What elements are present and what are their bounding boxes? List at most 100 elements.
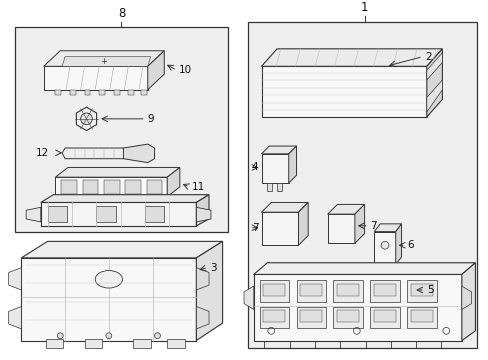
Bar — [55, 90, 61, 95]
Polygon shape — [412, 273, 420, 303]
Bar — [61, 180, 77, 194]
Bar — [84, 339, 102, 348]
Bar — [141, 90, 146, 95]
Polygon shape — [426, 49, 442, 117]
Circle shape — [380, 241, 388, 249]
Circle shape — [106, 333, 112, 339]
Bar — [300, 310, 321, 322]
Bar — [393, 273, 397, 280]
Polygon shape — [253, 263, 474, 274]
Bar — [267, 183, 272, 191]
Bar — [133, 339, 150, 348]
Bar — [167, 339, 184, 348]
Text: 1: 1 — [360, 1, 367, 14]
Text: 4: 4 — [251, 162, 258, 172]
Polygon shape — [261, 66, 426, 117]
Polygon shape — [55, 177, 167, 197]
Bar — [259, 280, 288, 302]
Bar — [263, 310, 285, 322]
Bar — [373, 310, 395, 322]
Bar — [84, 90, 90, 95]
Polygon shape — [62, 148, 127, 159]
Bar — [407, 280, 436, 302]
Polygon shape — [196, 241, 222, 341]
Bar — [370, 306, 399, 328]
Bar — [82, 180, 98, 194]
Polygon shape — [62, 57, 150, 66]
Polygon shape — [43, 66, 147, 90]
Polygon shape — [387, 273, 420, 280]
Polygon shape — [426, 80, 442, 112]
Bar — [45, 339, 63, 348]
Polygon shape — [167, 167, 180, 197]
Polygon shape — [373, 224, 401, 231]
Bar — [247, 22, 476, 348]
Bar — [277, 183, 282, 191]
Polygon shape — [55, 167, 180, 177]
Polygon shape — [261, 202, 307, 212]
Bar — [125, 180, 141, 194]
Bar — [128, 90, 134, 95]
Polygon shape — [26, 207, 41, 222]
Bar — [104, 180, 119, 194]
Polygon shape — [461, 263, 474, 341]
Ellipse shape — [95, 270, 122, 288]
Polygon shape — [261, 154, 288, 183]
Bar — [70, 90, 76, 95]
Bar — [337, 310, 358, 322]
Polygon shape — [461, 286, 470, 310]
Polygon shape — [261, 49, 442, 66]
Polygon shape — [261, 212, 298, 245]
Bar — [96, 206, 116, 222]
Bar — [410, 310, 432, 322]
Text: 10: 10 — [179, 65, 192, 75]
Polygon shape — [244, 286, 253, 310]
Text: 9: 9 — [147, 114, 154, 124]
Text: 7: 7 — [370, 221, 376, 231]
Polygon shape — [327, 214, 354, 243]
Polygon shape — [196, 306, 208, 329]
Text: 2: 2 — [424, 51, 430, 62]
Polygon shape — [76, 107, 97, 131]
Polygon shape — [43, 51, 164, 66]
Polygon shape — [41, 202, 196, 226]
Polygon shape — [288, 146, 296, 183]
Polygon shape — [9, 306, 21, 329]
Polygon shape — [41, 195, 208, 202]
Polygon shape — [147, 51, 164, 90]
Polygon shape — [196, 195, 208, 226]
Polygon shape — [387, 280, 412, 303]
Bar — [144, 206, 164, 222]
Bar — [263, 284, 285, 296]
Polygon shape — [123, 144, 154, 163]
Circle shape — [154, 333, 160, 339]
Polygon shape — [373, 231, 395, 265]
Bar — [333, 306, 362, 328]
Polygon shape — [354, 204, 364, 243]
Text: 11: 11 — [191, 182, 204, 192]
Bar — [333, 280, 362, 302]
Bar — [259, 306, 288, 328]
Text: 8: 8 — [118, 6, 125, 20]
Polygon shape — [261, 146, 296, 154]
Bar — [114, 90, 119, 95]
Bar — [407, 306, 436, 328]
Polygon shape — [298, 202, 307, 245]
Bar — [146, 180, 162, 194]
Text: 5: 5 — [426, 285, 432, 295]
Polygon shape — [196, 267, 208, 290]
Polygon shape — [426, 53, 442, 80]
Polygon shape — [327, 204, 364, 214]
Bar — [300, 284, 321, 296]
Text: 7: 7 — [251, 223, 258, 233]
Bar — [99, 90, 105, 95]
Bar — [15, 27, 228, 231]
Bar — [296, 280, 325, 302]
Polygon shape — [395, 224, 401, 265]
Polygon shape — [21, 258, 196, 341]
Polygon shape — [253, 274, 461, 341]
Bar — [47, 206, 67, 222]
Polygon shape — [196, 207, 210, 222]
Text: 12: 12 — [36, 148, 49, 158]
Circle shape — [81, 113, 92, 125]
